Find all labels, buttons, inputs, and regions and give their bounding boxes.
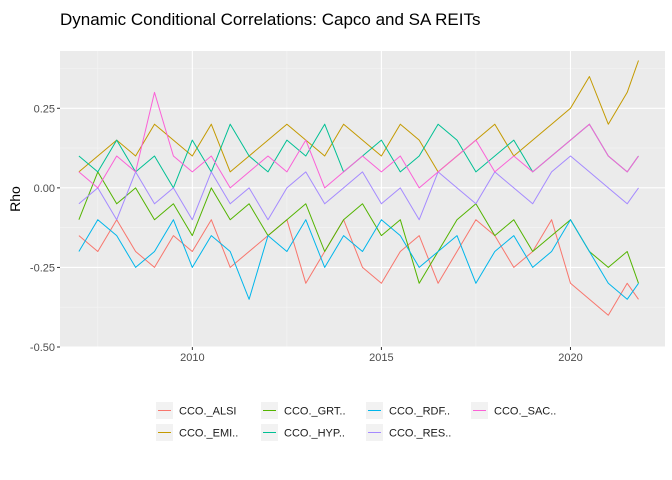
- legend-label: CCO._GRT..: [284, 406, 346, 418]
- legend-item: CCO._RES..: [366, 424, 451, 441]
- series-line: [78, 155, 639, 221]
- y-tick-label: -0.50: [30, 342, 55, 354]
- axis-ticks: [57, 107, 571, 350]
- series-line: [78, 171, 639, 284]
- y-tick-label: 0.00: [34, 183, 55, 195]
- legend-item: CCO._HYP..: [261, 424, 345, 441]
- legend-label: CCO._HYP..: [284, 428, 345, 440]
- plot-panel: [60, 51, 665, 347]
- legend-label: CCO._ALSI: [179, 406, 236, 418]
- series-line: [78, 60, 639, 173]
- y-tick-label: 0.25: [34, 103, 55, 115]
- chart-title: Dynamic Conditional Correlations: Capco …: [60, 10, 480, 29]
- legend-item: CCO._ALSI: [156, 402, 236, 419]
- legend-label: CCO._EMI..: [179, 428, 238, 440]
- minor-gridlines: [60, 51, 665, 347]
- legend: CCO._ALSI CCO._EMI.. CCO._GRT.. CCO._HYP.. C…: [156, 402, 556, 441]
- legend-item: CCO._EMI..: [156, 424, 238, 441]
- y-axis-title: Rho: [7, 186, 23, 212]
- series-line: [78, 219, 639, 300]
- x-axis-tick-labels: 2010 2015 2020: [180, 352, 583, 364]
- series-line: [78, 219, 639, 316]
- legend-label: CCO._SAC..: [494, 406, 556, 418]
- legend-item: CCO._RDF..: [366, 402, 450, 419]
- series-line: [78, 91, 639, 189]
- legend-item: CCO._GRT..: [261, 402, 346, 419]
- x-tick-label: 2015: [369, 352, 393, 364]
- x-tick-label: 2010: [180, 352, 204, 364]
- y-tick-label: -0.25: [30, 262, 55, 274]
- legend-label: CCO._RDF..: [389, 406, 450, 418]
- series-lines: [78, 60, 639, 316]
- y-axis-tick-labels: -0.50 -0.25 0.00 0.25: [30, 103, 55, 354]
- legend-item: CCO._SAC..: [471, 402, 556, 419]
- legend-label: CCO._RES..: [389, 428, 451, 440]
- x-tick-label: 2020: [558, 352, 582, 364]
- major-gridlines: [60, 51, 665, 348]
